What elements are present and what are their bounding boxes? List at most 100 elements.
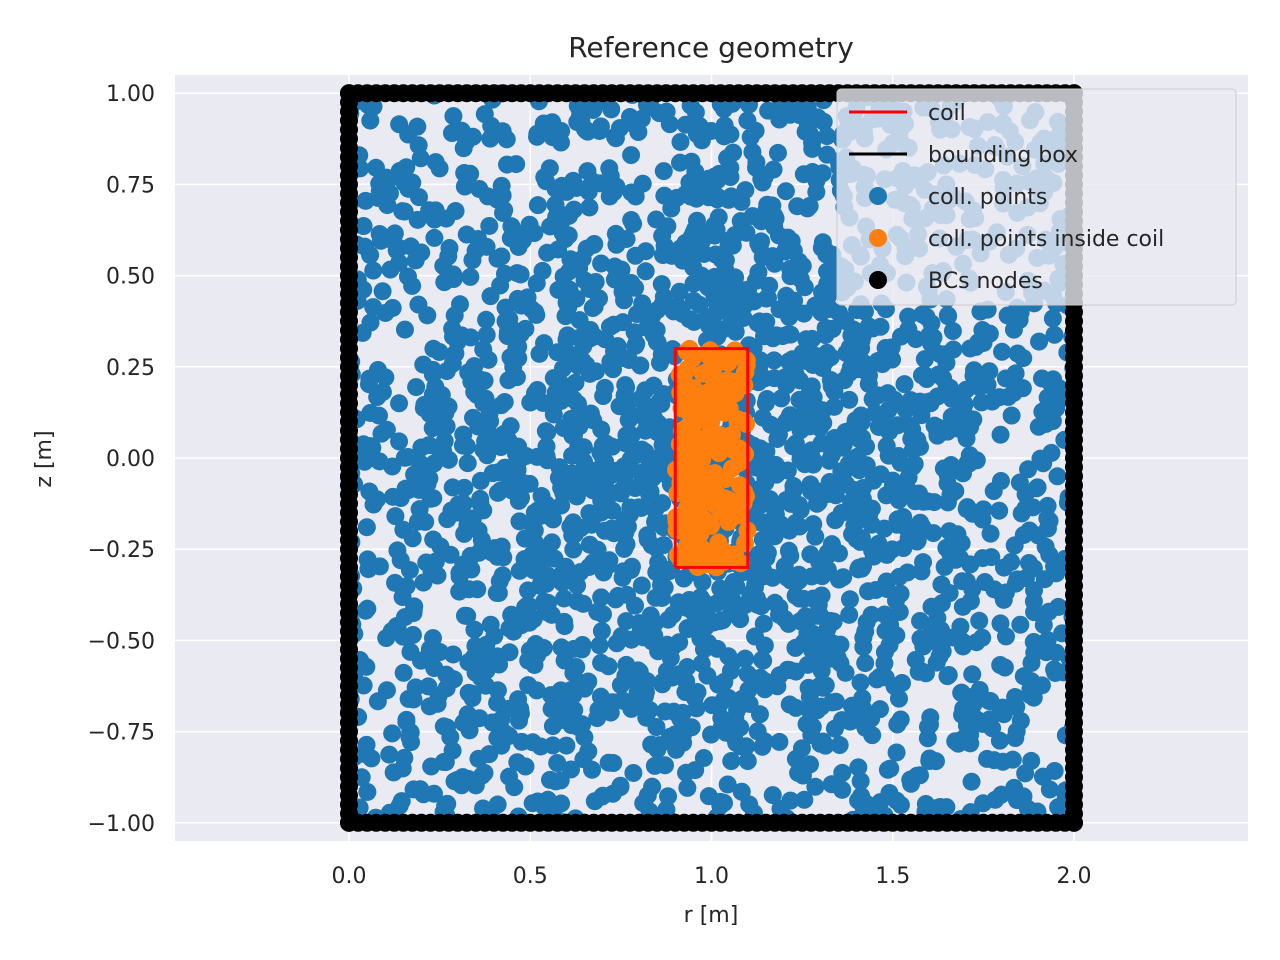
collocation-point [953, 597, 972, 616]
collocation-point [553, 573, 572, 592]
collocation-point [942, 456, 961, 475]
collocation-point [782, 232, 801, 251]
collocation-point [722, 187, 741, 206]
collocation-point [552, 391, 571, 410]
collocation-point [738, 752, 757, 771]
collocation-point [493, 122, 512, 141]
collocation-point [875, 654, 894, 673]
collocation-point [706, 245, 725, 264]
y-tick-label: −0.75 [88, 721, 155, 746]
collocation-point [780, 521, 799, 540]
chart-title: Reference geometry [568, 31, 854, 64]
collocation-point [647, 320, 666, 339]
collocation-point [555, 589, 574, 608]
legend-label: coll. points [928, 185, 1047, 210]
collocation-point [617, 426, 636, 445]
collocation-point [924, 524, 943, 543]
collocation-point [800, 700, 819, 719]
collocation-point [881, 615, 900, 634]
collocation-point [899, 468, 918, 487]
collocation-point [812, 586, 831, 605]
collocation-point [614, 463, 633, 482]
collocation-point [424, 339, 443, 358]
collocation-point [488, 249, 507, 268]
collocation-point [750, 705, 769, 724]
coil-point [713, 376, 732, 395]
collocation-point [456, 133, 475, 152]
collocation-point [457, 712, 476, 731]
collocation-point [816, 736, 835, 755]
collocation-point [383, 457, 402, 476]
collocation-point [765, 369, 784, 388]
collocation-point [886, 591, 905, 610]
collocation-point [613, 568, 632, 587]
collocation-point [659, 787, 678, 806]
collocation-point [595, 378, 614, 397]
collocation-point [708, 639, 727, 658]
collocation-point [794, 589, 813, 608]
collocation-point [653, 246, 672, 265]
collocation-point [954, 699, 973, 718]
collocation-point [552, 121, 571, 140]
collocation-point [352, 768, 371, 787]
collocation-point [418, 474, 437, 493]
coil-point [730, 411, 749, 430]
collocation-point [616, 376, 635, 395]
collocation-point [802, 567, 821, 586]
collocation-point [993, 342, 1012, 361]
collocation-point [403, 276, 422, 295]
collocation-point [862, 499, 881, 518]
collocation-point [928, 387, 947, 406]
collocation-point [563, 446, 582, 465]
legend-swatch [869, 229, 887, 247]
collocation-point [430, 643, 449, 662]
collocation-point [424, 489, 443, 508]
collocation-point [532, 487, 551, 506]
collocation-point [477, 325, 496, 344]
legend-box [836, 88, 1237, 306]
collocation-point [488, 647, 507, 666]
collocation-point [973, 330, 992, 349]
collocation-point [863, 390, 882, 409]
collocation-point [397, 712, 416, 731]
collocation-point [538, 243, 557, 262]
collocation-point [426, 552, 445, 571]
collocation-point [426, 201, 445, 220]
collocation-point [400, 727, 419, 746]
collocation-point [606, 129, 625, 148]
x-tick-label: 0.5 [513, 864, 548, 889]
collocation-point [369, 406, 388, 425]
collocation-point [895, 375, 914, 394]
collocation-point [380, 745, 399, 764]
collocation-point [741, 128, 760, 147]
coil-point [694, 432, 713, 451]
collocation-point [546, 179, 565, 198]
collocation-point [411, 780, 430, 799]
collocation-point [632, 576, 651, 595]
collocation-point [624, 763, 643, 782]
collocation-point [811, 606, 830, 625]
collocation-point [626, 246, 645, 265]
collocation-point [770, 110, 789, 129]
collocation-point [461, 328, 480, 347]
collocation-point [394, 663, 413, 682]
collocation-point [519, 651, 538, 670]
collocation-point [723, 591, 742, 610]
collocation-point [469, 417, 488, 436]
collocation-point [736, 181, 755, 200]
collocation-point [755, 636, 774, 655]
collocation-point [857, 613, 876, 632]
collocation-point [753, 408, 772, 427]
collocation-point [527, 681, 546, 700]
collocation-point [1038, 519, 1057, 538]
collocation-point [911, 629, 930, 648]
collocation-point [395, 320, 414, 339]
collocation-point [618, 585, 637, 604]
collocation-point [1019, 460, 1038, 479]
collocation-point [822, 376, 841, 395]
collocation-point [851, 772, 870, 791]
collocation-point [990, 501, 1009, 520]
collocation-point [466, 776, 485, 795]
collocation-point [760, 276, 779, 295]
collocation-point [632, 498, 651, 517]
